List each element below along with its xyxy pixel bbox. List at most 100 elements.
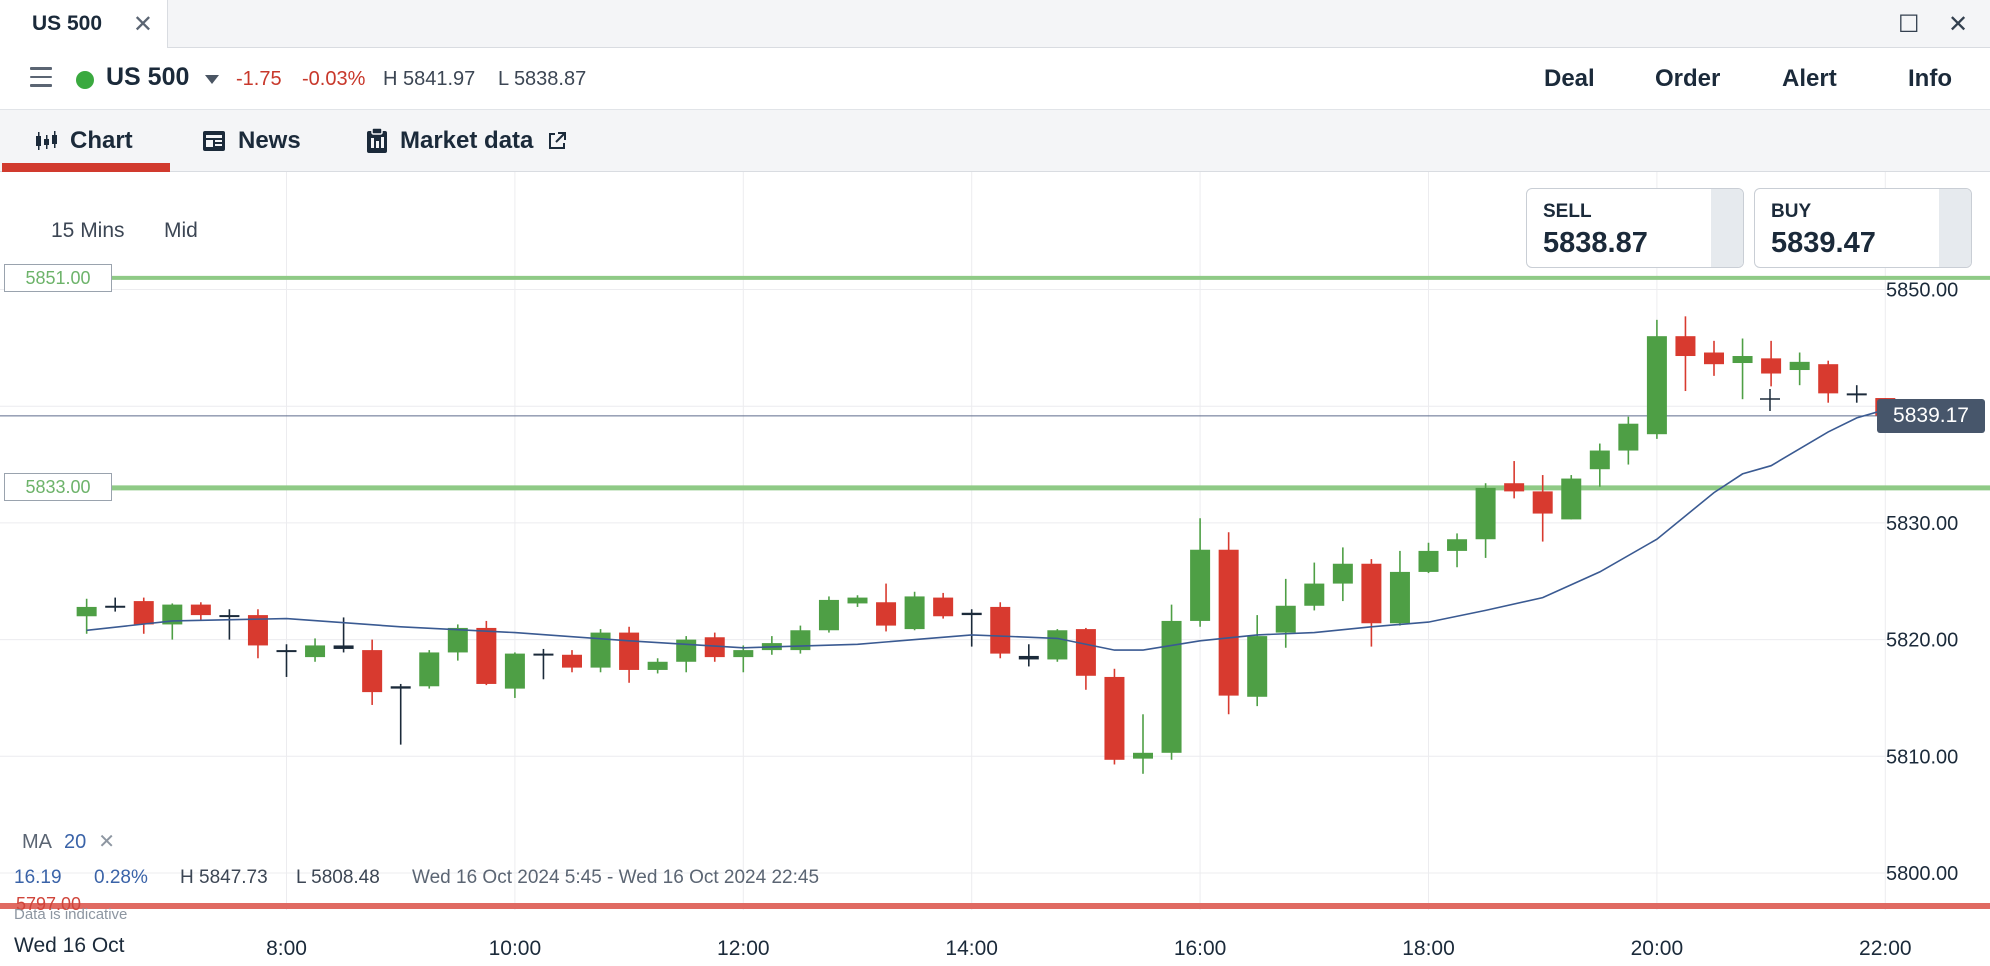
candle-body bbox=[1589, 450, 1610, 470]
tab-market-data-label: Market data bbox=[400, 127, 534, 154]
candle-body bbox=[1732, 356, 1753, 364]
candle bbox=[76, 598, 97, 634]
candle bbox=[533, 648, 554, 680]
ma-period[interactable]: 20 bbox=[64, 831, 87, 853]
candlestick-icon bbox=[36, 131, 57, 150]
instrument-dropdown-caret-icon[interactable] bbox=[205, 75, 219, 84]
candle-body bbox=[562, 654, 582, 668]
candle-body bbox=[1275, 605, 1296, 633]
y-tick-label: 5830.00 bbox=[1886, 513, 1958, 535]
candle bbox=[904, 591, 925, 631]
candle bbox=[1075, 627, 1096, 690]
candle bbox=[1304, 562, 1325, 611]
tab-market-data[interactable]: Market data bbox=[366, 127, 567, 155]
maximize-icon[interactable]: ☐ bbox=[1898, 11, 1920, 38]
window-close-icon[interactable]: ✕ bbox=[1948, 11, 1969, 38]
candle-body bbox=[1218, 549, 1239, 696]
candle bbox=[876, 583, 897, 632]
candle bbox=[1675, 316, 1696, 392]
candle-body bbox=[1304, 583, 1325, 606]
candle bbox=[961, 609, 982, 647]
candle-body bbox=[362, 650, 383, 693]
tab-news[interactable]: News bbox=[202, 127, 301, 155]
sub-navigation: Chart News Market data bbox=[0, 110, 1990, 172]
candle-body bbox=[847, 597, 868, 604]
deal-button[interactable]: Deal bbox=[1544, 65, 1595, 92]
alert-button[interactable]: Alert bbox=[1782, 65, 1837, 92]
crosshair-cursor-icon bbox=[1760, 389, 1780, 411]
upper-level-label[interactable]: 5851.00 bbox=[4, 264, 112, 292]
x-tick-label: 20:00 bbox=[1631, 937, 1684, 960]
candle-body bbox=[1618, 423, 1639, 451]
candle-body bbox=[1190, 549, 1211, 621]
candle bbox=[1589, 443, 1610, 487]
range-high: H 5847.73 bbox=[180, 867, 268, 888]
buy-button[interactable]: BUY 5839.47 bbox=[1754, 188, 1972, 268]
ma-name: MA bbox=[22, 831, 52, 853]
candle-body bbox=[162, 604, 183, 625]
candle bbox=[619, 626, 640, 683]
candle bbox=[1618, 416, 1639, 465]
info-button[interactable]: Info bbox=[1908, 65, 1952, 92]
candle-body bbox=[390, 686, 411, 689]
candle-body bbox=[790, 630, 811, 651]
candle-body bbox=[533, 653, 554, 656]
x-axis-date-label: Wed 16 Oct bbox=[14, 934, 125, 957]
candle bbox=[390, 683, 411, 745]
session-low: L 5838.87 bbox=[498, 68, 587, 90]
candles bbox=[76, 316, 1896, 774]
candle-body bbox=[1675, 336, 1696, 357]
x-tick-label: 22:00 bbox=[1859, 937, 1912, 960]
candle-body bbox=[219, 615, 240, 618]
middle-level-label[interactable]: 5833.00 bbox=[4, 473, 112, 501]
order-button[interactable]: Order bbox=[1655, 65, 1721, 92]
candle-body bbox=[333, 645, 354, 649]
y-tick-label: 5810.00 bbox=[1886, 746, 1958, 768]
candlestick-chart[interactable]: 5850.00 5830.00 5820.00 5810.00 5800.00 8:00… bbox=[0, 172, 1990, 966]
candle bbox=[590, 629, 611, 673]
buy-label: BUY bbox=[1771, 201, 1812, 222]
tab-close-icon[interactable]: ✕ bbox=[132, 11, 153, 38]
market-open-dot-icon bbox=[76, 71, 94, 89]
x-tick-label: 10:00 bbox=[489, 937, 542, 960]
newspaper-icon bbox=[203, 131, 225, 151]
instrument-name[interactable]: US 500 bbox=[106, 63, 190, 91]
candle-body bbox=[1133, 752, 1153, 759]
moving-average-line bbox=[86, 408, 1886, 651]
candle bbox=[1018, 644, 1039, 667]
candle bbox=[1161, 604, 1182, 760]
candle-body bbox=[1332, 563, 1353, 584]
candle-body bbox=[704, 637, 725, 658]
candle-body bbox=[419, 652, 440, 687]
sell-strip bbox=[1711, 189, 1743, 267]
candle bbox=[847, 595, 868, 607]
tab-us500[interactable]: US 500 ✕ bbox=[0, 0, 168, 48]
candle-body bbox=[504, 653, 525, 689]
tab-title: US 500 bbox=[32, 12, 103, 35]
chart-grid bbox=[0, 172, 1890, 910]
candle bbox=[761, 636, 782, 655]
tab-chart[interactable]: Chart bbox=[34, 127, 133, 155]
hamburger-menu-icon[interactable] bbox=[30, 67, 52, 87]
sell-button[interactable]: SELL 5838.87 bbox=[1526, 188, 1744, 268]
candle-body bbox=[1247, 636, 1268, 697]
candle bbox=[1818, 360, 1839, 403]
current-price-label: 5839.17 bbox=[1877, 399, 1985, 433]
candle-body bbox=[1361, 563, 1382, 624]
candle-body bbox=[933, 597, 954, 617]
x-axis-ticks: 8:00 10:00 12:00 14:00 16:00 18:00 20:00 22:00 bbox=[266, 937, 1912, 960]
price-chart-area[interactable]: 5850.00 5830.00 5820.00 5810.00 5800.00 8:00… bbox=[0, 172, 1990, 966]
lower-level-label[interactable]: 5797.00 bbox=[16, 894, 82, 914]
candle bbox=[790, 625, 811, 654]
candle bbox=[1332, 547, 1353, 602]
candle-body bbox=[1475, 487, 1496, 540]
clipboard-icon bbox=[367, 128, 387, 153]
candle bbox=[647, 658, 668, 674]
price-change-pct: -0.03% bbox=[302, 68, 366, 90]
remove-indicator-icon[interactable]: ✕ bbox=[98, 831, 116, 853]
timeframe-selector[interactable]: 15 Mins bbox=[51, 219, 125, 242]
candle-body bbox=[647, 661, 668, 670]
candle bbox=[419, 650, 440, 689]
price-type-selector[interactable]: Mid bbox=[164, 219, 198, 242]
candle-body bbox=[305, 645, 326, 658]
